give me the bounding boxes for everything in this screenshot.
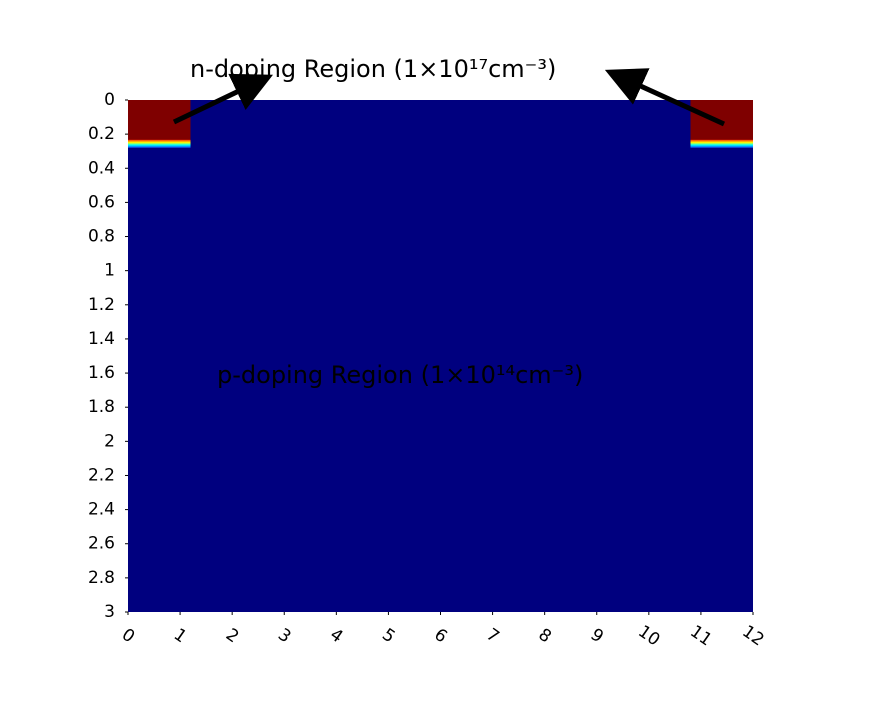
y-tick-label: 2.6 xyxy=(88,534,115,554)
y-tick-label: 1.2 xyxy=(88,295,115,315)
y-tick-label: 0.2 xyxy=(88,124,115,144)
y-tick-label: 2.2 xyxy=(88,465,115,485)
y-tick-label: 2 xyxy=(104,431,115,451)
x-tick-label: 10 xyxy=(634,622,663,651)
x-tick-label: 6 xyxy=(430,625,450,648)
arrow xyxy=(172,73,274,125)
y-tick-label: 0.4 xyxy=(88,158,115,178)
y-tick-label: 0.8 xyxy=(88,227,115,247)
y-tick-label: 2.4 xyxy=(88,500,115,520)
y-tick-label: 0 xyxy=(104,90,115,110)
x-tick-label: 7 xyxy=(482,625,502,648)
y-tick-label: 1 xyxy=(104,261,115,281)
y-tick-label: 3 xyxy=(104,602,115,622)
annotation: n-doping Region (1×10¹⁷cm⁻³) xyxy=(190,55,556,83)
region-edge xyxy=(690,139,753,148)
x-tick-label: 8 xyxy=(534,625,554,648)
background xyxy=(128,100,753,612)
x-tick-label: 12 xyxy=(738,622,767,651)
arrow xyxy=(604,68,726,127)
x-tick-label: 1 xyxy=(170,625,190,648)
y-tick-label: 1.6 xyxy=(88,363,115,383)
y-tick-label: 0.6 xyxy=(88,192,115,212)
annotation: p-doping Region (1×10¹⁴cm⁻³) xyxy=(217,361,583,389)
region-edge xyxy=(128,139,191,148)
overlay: n-doping Region (1×10¹⁷cm⁻³) p-doping Re… xyxy=(172,55,726,389)
x-tick-label: 3 xyxy=(274,625,294,648)
x-tick-label: 2 xyxy=(222,625,242,648)
y-tick-label: 1.8 xyxy=(88,397,115,417)
x-tick-label: 4 xyxy=(326,625,346,648)
x-tick-label: 5 xyxy=(378,625,398,648)
x-tick-label: 11 xyxy=(686,622,715,651)
x-tick-label: 9 xyxy=(587,625,607,648)
y-tick-label: 1.4 xyxy=(88,329,115,349)
x-tick-label: 0 xyxy=(118,625,138,648)
plot-area: 0 0.2 0.4 0.6 0.8 1 1.2 1.4 1.6 1.8 2 2.2 2.4 2.6 2.8 3… xyxy=(88,90,768,650)
y-tick-label: 2.8 xyxy=(88,568,115,588)
